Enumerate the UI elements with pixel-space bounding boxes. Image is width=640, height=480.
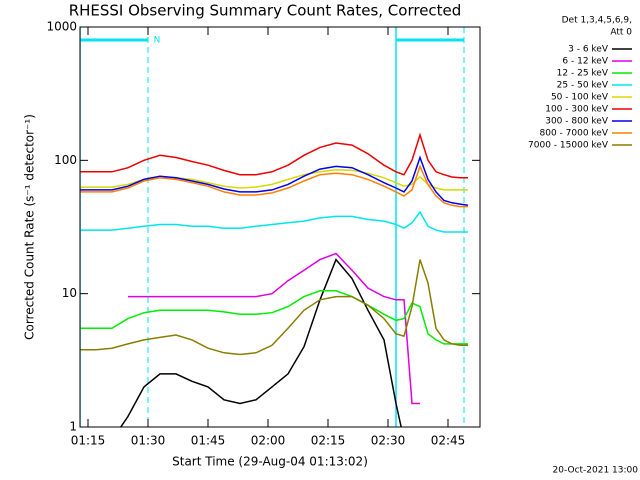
x-tick-label: 01:45 — [191, 434, 226, 448]
x-tick-label: 02:00 — [251, 434, 286, 448]
chart-title: RHESSI Observing Summary Count Rates, Co… — [69, 2, 462, 20]
footer: 20-Oct-2021 13:00 — [553, 466, 639, 476]
legend-label: 800 - 7000 keV — [540, 129, 609, 139]
series-line — [80, 132, 468, 179]
plot-area: N — [80, 27, 469, 427]
y-tick-label: 100 — [54, 153, 77, 167]
x-tick-label: 02:15 — [311, 434, 346, 448]
legend-label: 6 - 12 keV — [562, 57, 608, 67]
x-axis-label: Start Time (29-Aug-04 01:13:02) — [172, 455, 368, 469]
legend-label: 7000 - 15000 keV — [528, 141, 609, 151]
series-line — [80, 155, 469, 207]
series-line — [119, 258, 402, 427]
legend-header: Att 0 — [610, 28, 632, 38]
legend-label: 100 - 300 keV — [545, 105, 609, 115]
legend-label: 50 - 100 keV — [551, 93, 609, 103]
y-tick-label: 1000 — [46, 20, 77, 34]
series-line — [80, 290, 468, 345]
series-line — [128, 252, 420, 405]
series-line — [80, 164, 468, 208]
x-tick-label: 02:30 — [371, 434, 406, 448]
legend-header: Det 1,3,4,5,6,9, — [562, 16, 632, 26]
y-tick-label: 1 — [69, 420, 77, 434]
legend-label: 3 - 6 keV — [568, 45, 609, 55]
series-line — [80, 210, 468, 233]
legend-label: 300 - 800 keV — [545, 117, 609, 127]
series-line — [80, 259, 468, 356]
x-tick-label: 02:45 — [431, 434, 466, 448]
x-tick-label: 01:15 — [71, 434, 106, 448]
x-tick-label: 01:30 — [131, 434, 166, 448]
interval-label: N — [154, 36, 161, 46]
y-tick-label: 10 — [62, 286, 77, 300]
legend-label: 12 - 25 keV — [557, 69, 609, 79]
legend-label: 25 - 50 keV — [557, 81, 609, 91]
y-axis-label: Corrected Count Rate (s⁻¹ detector⁻¹) — [23, 114, 37, 340]
axes-frame — [79, 26, 481, 428]
